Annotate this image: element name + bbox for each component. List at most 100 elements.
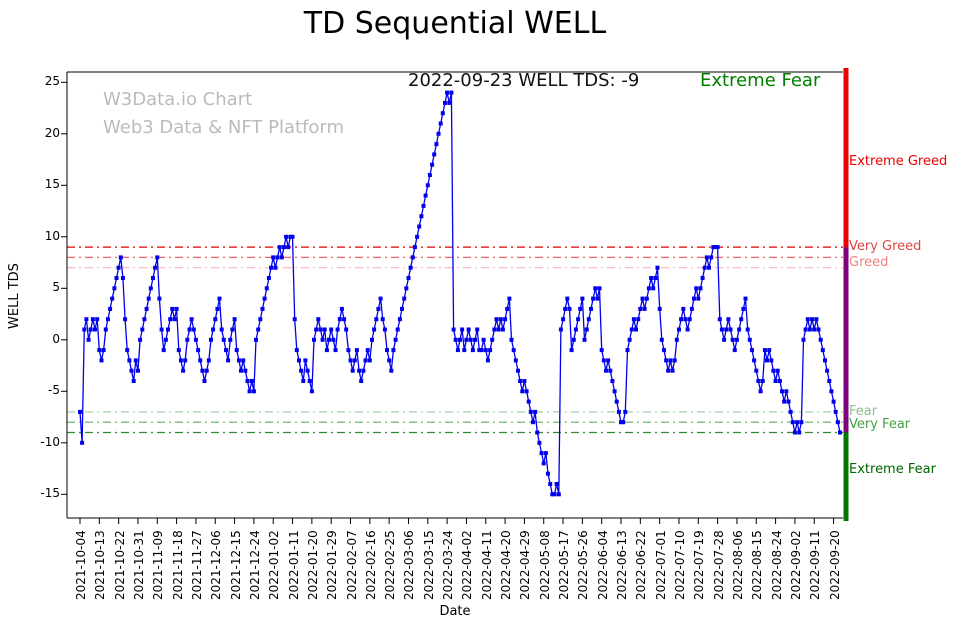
data-point-marker <box>166 327 170 332</box>
data-point-marker <box>312 337 316 342</box>
data-point-marker <box>597 286 602 291</box>
data-point-marker <box>282 245 286 250</box>
data-point-marker <box>376 306 381 311</box>
data-point-marker <box>511 348 516 353</box>
y-tick-label: 25 <box>44 74 60 89</box>
data-point-marker <box>563 306 568 311</box>
data-point-marker <box>713 245 718 250</box>
data-point-marker <box>86 337 91 342</box>
data-point-marker <box>580 296 585 301</box>
chart-title: TD Sequential WELL <box>303 6 607 41</box>
data-point-marker <box>790 420 795 425</box>
data-point-marker <box>337 317 342 322</box>
data-point-marker <box>320 337 325 342</box>
x-tick-label: 2022-09-20 <box>827 530 842 600</box>
x-tick-label: 2022-03-24 <box>441 530 456 600</box>
x-tick-label: 2022-07-28 <box>711 530 726 600</box>
data-point-marker <box>447 100 452 105</box>
data-point-marker <box>737 327 742 332</box>
data-point-marker <box>290 234 295 239</box>
data-point-marker <box>816 327 821 332</box>
data-point-marker <box>758 389 763 394</box>
data-point-marker <box>760 379 765 383</box>
data-point-marker <box>327 337 331 342</box>
data-point-marker <box>479 348 484 353</box>
data-point-marker <box>443 100 447 105</box>
data-point-marker <box>554 482 559 486</box>
data-point-marker <box>78 409 82 414</box>
data-point-marker <box>157 296 162 301</box>
x-tick-label: 2021-12-06 <box>209 530 224 600</box>
data-point-marker <box>825 368 830 373</box>
x-tick-label: 2022-04-29 <box>518 530 533 600</box>
data-point-marker <box>565 296 570 301</box>
data-point-marker <box>176 348 181 353</box>
data-point-marker <box>432 152 437 157</box>
data-point-marker <box>155 255 160 260</box>
data-point-marker <box>711 245 716 250</box>
data-point-marker <box>589 306 593 311</box>
data-point-marker <box>539 451 544 456</box>
data-point-marker <box>374 317 379 322</box>
data-point-marker <box>681 306 686 311</box>
data-point-marker <box>739 317 744 322</box>
data-point-marker <box>747 337 752 342</box>
data-point-marker <box>601 358 606 363</box>
data-point-marker <box>649 276 654 280</box>
data-point-marker <box>146 296 151 301</box>
data-point-marker <box>234 348 239 353</box>
data-point-marker <box>631 317 636 322</box>
data-point-marker <box>434 142 439 147</box>
data-point-marker <box>142 317 147 322</box>
x-tick-label: 2022-01-02 <box>267 530 282 600</box>
data-point-marker <box>82 327 87 332</box>
data-point-marker <box>668 358 673 363</box>
data-point-marker <box>174 306 179 311</box>
zone-label: Greed <box>849 254 889 270</box>
x-tick-label: 2022-02-25 <box>383 530 398 600</box>
y-tick-label: 15 <box>44 177 60 192</box>
data-point-marker <box>756 379 761 383</box>
data-point-marker <box>292 317 297 322</box>
data-point-marker <box>191 327 196 332</box>
data-point-marker <box>245 379 250 383</box>
data-point-marker <box>509 337 514 342</box>
data-point-marker <box>172 317 177 322</box>
data-point-marker <box>266 276 271 280</box>
data-point-marker <box>692 296 696 301</box>
data-point-marker <box>273 265 278 270</box>
data-point-marker <box>198 358 203 363</box>
data-point-marker <box>348 358 353 363</box>
data-point-marker <box>799 420 804 425</box>
zone-label: Fear <box>849 403 878 419</box>
data-point-marker <box>623 409 628 414</box>
x-tick-label: 2022-07-19 <box>692 530 707 600</box>
data-point-marker <box>453 337 458 342</box>
x-tick-label: 2022-05-26 <box>576 530 591 600</box>
data-point-marker <box>84 317 89 322</box>
data-point-marker <box>543 451 548 456</box>
data-point-marker <box>103 327 108 332</box>
data-point-marker <box>707 265 711 270</box>
data-point-marker <box>481 337 486 342</box>
data-point-marker <box>651 286 656 291</box>
data-point-marker <box>151 276 155 280</box>
data-point-marker <box>674 337 679 342</box>
data-point-marker <box>642 306 647 311</box>
data-point-marker <box>228 337 233 342</box>
data-point-marker <box>473 337 477 342</box>
data-point-marker <box>232 317 237 322</box>
data-point-marker <box>814 317 819 322</box>
y-tick-label: 0 <box>52 331 60 346</box>
data-point-marker <box>818 337 823 342</box>
data-point-marker <box>616 409 621 414</box>
data-point-marker <box>131 379 136 383</box>
data-point-marker <box>430 162 435 167</box>
data-point-marker <box>820 348 825 353</box>
data-point-marker <box>408 265 413 270</box>
data-point-marker <box>627 337 632 342</box>
data-point-marker <box>301 379 306 383</box>
data-point-marker <box>741 306 746 311</box>
data-point-marker <box>518 379 523 383</box>
